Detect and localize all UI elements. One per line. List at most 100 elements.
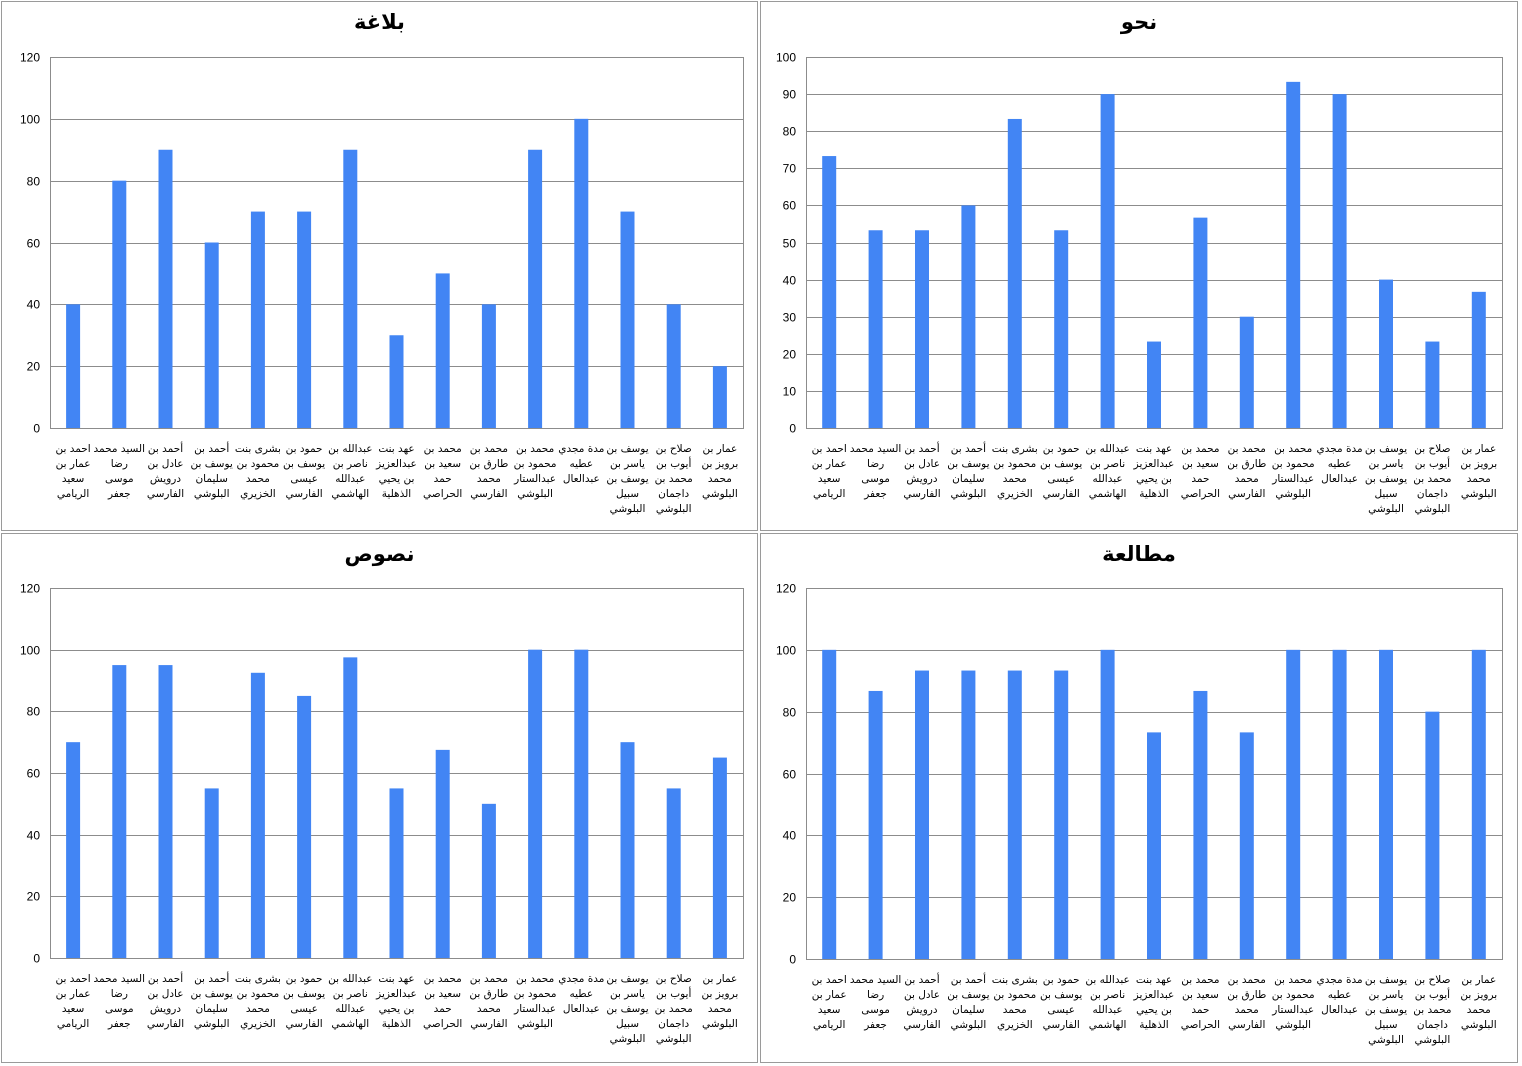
y-tick-label: 0: [789, 422, 796, 436]
y-tick-label: 60: [27, 237, 41, 251]
x-category-label: عبدالله بن ناصر بن عبدالله الهاشمي: [328, 443, 372, 500]
x-category-label: محمد بن محمود بن عبدالستار البلوشي: [513, 973, 556, 1030]
x-category-label: عهد بنت عبدالعزيز بن يحيي الذهلية: [1133, 974, 1175, 1031]
bar: [1332, 649, 1347, 959]
bar: [158, 665, 173, 958]
bar: [1379, 649, 1393, 959]
x-category-label: أحمد بن يوسف بن سليمان البلوشي: [947, 972, 989, 1031]
bar: [620, 742, 635, 958]
y-tick-label: 60: [783, 199, 797, 213]
x-category-label: محمد بن طارق بن محمد الفارسي: [469, 973, 508, 1030]
bar: [158, 149, 173, 428]
y-tick-label: 20: [27, 360, 41, 374]
bar: [574, 649, 589, 958]
bar: [1193, 690, 1208, 959]
x-category-label: بشرى بنت محمود بن محمد الخزيري: [235, 973, 281, 1030]
y-tick-label: 0: [33, 422, 40, 436]
x-category-label: محمد بن طارق بن محمد الفارسي: [1227, 974, 1266, 1031]
x-category-label: عمار بن برويز بن محمد البلوشي: [702, 973, 739, 1030]
x-category-label: السيد محمد رضا موسى جعفر: [850, 443, 902, 500]
chart-title: بلاغة: [354, 10, 405, 34]
bar: [1286, 649, 1301, 959]
bar: [1286, 81, 1301, 429]
x-category-label: بشرى بنت محمود بن محمد الخزيري: [992, 443, 1038, 500]
y-tick-label: 40: [27, 298, 41, 312]
x-category-label: أحمد بن يوسف بن سليمان البلوشي: [191, 441, 233, 500]
bar: [1147, 341, 1161, 428]
bar-chart-mutalaa: 0 20 40 60 80 100 120 احمد بن عمار بن سعيد الريامي…: [776, 582, 1503, 1046]
x-category-label: محمد بن محمود بن عبدالستار البلوشي: [1271, 443, 1314, 500]
y-tick-label: 40: [783, 829, 797, 843]
bar: [1471, 291, 1486, 428]
y-tick-label: 40: [783, 274, 797, 288]
x-category-label: أحمد بن عادل بن درويش الفارسي: [147, 971, 184, 1030]
x-category-label: بشرى بنت محمود بن محمد الخزيري: [235, 443, 281, 500]
bar-chart-nahw: 0 10 20 30 40 50 60 70 80 90 100 احمد بن عمار بن سعيد…: [776, 51, 1503, 515]
x-category-label: محمد بن سعيد بن حمد الحراصي: [1181, 443, 1220, 500]
plot-frame: [806, 57, 1503, 429]
y-tick-label: 40: [27, 829, 41, 843]
bar: [112, 180, 127, 428]
bar-chart-nusus: 0 20 40 60 80 100 120 احمد بن عمار بن سعيد الريامي…: [20, 582, 744, 1045]
bar: [666, 788, 681, 958]
x-category-label: عمار بن برويز بن محمد البلوشي: [702, 443, 739, 500]
y-tick-label: 50: [783, 237, 797, 251]
y-tick-label: 0: [33, 952, 40, 966]
x-category-label: يوسف بن ياسر بن يوسف بن سبيل البلوشي: [1365, 974, 1407, 1046]
x-category-label: حمود بن يوسف بن عيسى الفارسي: [1040, 974, 1082, 1031]
y-tick-label: 20: [783, 348, 797, 362]
y-tick-label: 100: [20, 644, 40, 658]
bar: [435, 273, 450, 428]
bar: [915, 670, 929, 959]
bar: [112, 665, 127, 958]
x-category-label: محمد بن محمود بن عبدالستار البلوشي: [513, 443, 556, 500]
bar: [1007, 670, 1022, 959]
x-category-label: حمود بن يوسف بن عيسى الفارسي: [283, 973, 325, 1030]
y-tick-label: 70: [783, 162, 797, 176]
bar: [297, 211, 312, 428]
y-tick-label: 30: [783, 311, 797, 325]
y-tick-label: 100: [20, 113, 40, 127]
y-tick-label: 0: [789, 953, 796, 967]
y-tick-label: 100: [776, 51, 796, 65]
plot-frame: [50, 588, 744, 959]
bar: [822, 649, 837, 959]
bar: [1471, 649, 1486, 959]
bar: [343, 149, 358, 428]
bar: [481, 803, 496, 958]
x-category-label: احمد بن عمار بن سعيد الريامي: [812, 974, 847, 1031]
bar: [528, 149, 543, 428]
bar: [528, 649, 543, 958]
x-category-label: عهد بنت عبدالعزيز بن يحيي الذهلية: [1133, 443, 1175, 500]
y-tick-label: 120: [20, 582, 40, 596]
bar: [961, 205, 976, 428]
x-category-label: السيد محمد رضا موسى جعفر: [94, 443, 146, 500]
plot-frame: [50, 57, 744, 429]
y-tick-label: 60: [27, 767, 41, 781]
x-category-label: أحمد بن يوسف بن سليمان البلوشي: [191, 971, 233, 1030]
x-category-label: احمد بن عمار بن سعيد الريامي: [812, 443, 847, 500]
bar: [1379, 279, 1393, 428]
bar: [822, 156, 837, 428]
bar: [204, 788, 219, 958]
x-category-label: بشرى بنت محمود بن محمد الخزيري: [992, 974, 1038, 1031]
x-category-label: عهد بنت عبدالعزيز بن يحيي الذهلية: [375, 443, 417, 500]
bar: [712, 757, 727, 958]
x-category-label: مدة مجدي عطيه عبدالعال: [1317, 974, 1363, 1016]
bar: [1100, 649, 1115, 959]
bar: [1239, 316, 1254, 428]
x-category-label: احمد بن عمار بن سعيد الريامي: [55, 443, 90, 500]
x-category-label: أحمد بن يوسف بن سليمان البلوشي: [947, 441, 989, 500]
x-category-label: عهد بنت عبدالعزيز بن يحيي الذهلية: [375, 973, 417, 1030]
y-tick-label: 100: [776, 644, 796, 658]
x-category-label: يوسف بن ياسر بن يوسف بن سبيل البلوشي: [1365, 443, 1407, 515]
bar: [868, 690, 883, 959]
chart-title: نحو: [1120, 10, 1158, 34]
x-category-label: صلاح بن أيوب بن محمد بن داجمان البلوشي: [655, 973, 693, 1045]
x-category-label: مدة مجدي عطيه عبدالعال: [1317, 443, 1363, 485]
bar: [250, 672, 265, 958]
bar: [620, 211, 635, 428]
bar: [712, 366, 727, 428]
bar: [66, 742, 81, 958]
bar: [1332, 94, 1347, 428]
